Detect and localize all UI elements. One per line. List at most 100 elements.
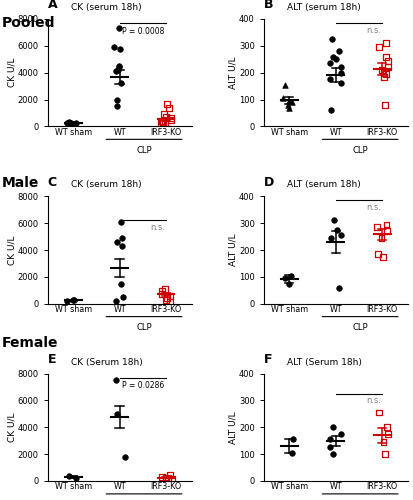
Point — [167, 116, 174, 124]
Point — [284, 101, 291, 109]
Point — [335, 284, 342, 292]
Point — [115, 64, 122, 72]
Point — [165, 104, 171, 112]
Point — [160, 110, 166, 118]
Text: CLP: CLP — [136, 323, 151, 332]
Point — [115, 24, 122, 32]
Text: P = 0.0008: P = 0.0008 — [121, 27, 164, 36]
Point — [381, 101, 387, 109]
Y-axis label: ALT U/L: ALT U/L — [228, 234, 237, 266]
Point — [379, 68, 386, 76]
Point — [159, 287, 165, 295]
Point — [163, 100, 170, 108]
Point — [118, 234, 125, 242]
Point — [163, 113, 169, 121]
Text: CK (serum 18h): CK (serum 18h) — [71, 3, 141, 12]
Point — [159, 290, 165, 298]
Point — [380, 72, 386, 80]
Point — [119, 242, 126, 250]
Point — [116, 44, 123, 52]
Point — [287, 449, 294, 457]
Point — [381, 450, 388, 458]
Text: ALT (serum 18h): ALT (serum 18h) — [286, 180, 360, 190]
Text: CK (serum 18h): CK (serum 18h) — [71, 180, 141, 190]
Point — [69, 120, 75, 128]
Point — [326, 444, 332, 452]
Text: B: B — [263, 0, 273, 12]
Point — [162, 120, 169, 128]
Point — [73, 474, 79, 482]
Point — [327, 106, 334, 114]
Point — [330, 450, 336, 458]
Point — [337, 80, 344, 88]
Text: CLP: CLP — [351, 146, 367, 155]
Point — [328, 424, 335, 432]
Point — [161, 285, 168, 293]
Point — [337, 68, 343, 76]
Point — [383, 424, 389, 432]
Point — [113, 102, 120, 110]
Y-axis label: ALT U/L: ALT U/L — [228, 56, 237, 89]
Point — [285, 104, 292, 112]
Point — [115, 62, 122, 70]
Text: ALT (serum 18h): ALT (serum 18h) — [286, 3, 360, 12]
Point — [382, 52, 389, 60]
Point — [373, 223, 380, 231]
Point — [114, 238, 120, 246]
Point — [157, 119, 164, 127]
Point — [373, 250, 380, 258]
Point — [113, 410, 120, 418]
Text: ALT (Serum 18h): ALT (Serum 18h) — [286, 358, 361, 366]
Point — [168, 474, 175, 482]
Point — [117, 80, 124, 88]
Point — [162, 474, 169, 482]
Point — [281, 81, 288, 89]
Point — [166, 298, 173, 306]
Point — [114, 96, 120, 104]
Text: n.s.: n.s. — [150, 223, 165, 232]
Point — [65, 118, 72, 126]
Point — [117, 280, 123, 287]
Text: Female: Female — [2, 336, 58, 350]
Text: E: E — [47, 353, 56, 366]
Point — [112, 297, 119, 305]
Point — [337, 231, 344, 239]
Point — [162, 296, 169, 304]
Point — [326, 76, 332, 84]
Point — [330, 216, 337, 224]
Point — [285, 280, 291, 287]
Point — [335, 47, 341, 55]
Point — [64, 297, 71, 305]
Text: P = 0.0286: P = 0.0286 — [121, 382, 164, 390]
Point — [122, 453, 128, 461]
Y-axis label: CK U/L: CK U/L — [7, 58, 16, 88]
Text: n.s.: n.s. — [366, 26, 380, 35]
Point — [287, 272, 293, 280]
Point — [281, 274, 288, 282]
Point — [379, 438, 386, 446]
Point — [383, 227, 389, 235]
Point — [67, 118, 74, 126]
Point — [375, 43, 382, 51]
Text: CK (Serum 18h): CK (Serum 18h) — [71, 358, 142, 366]
Point — [326, 436, 333, 444]
Text: CLP: CLP — [351, 323, 367, 332]
Point — [329, 52, 335, 60]
Point — [72, 120, 79, 128]
Point — [337, 64, 343, 72]
Point — [120, 293, 126, 301]
Point — [288, 98, 294, 106]
Point — [159, 118, 166, 126]
Point — [382, 220, 389, 228]
Point — [383, 430, 390, 438]
Point — [114, 66, 121, 74]
Point — [64, 119, 70, 127]
Point — [381, 70, 388, 78]
Point — [384, 64, 390, 72]
Text: Pooled: Pooled — [2, 16, 55, 30]
Point — [166, 292, 173, 300]
Point — [377, 66, 384, 74]
Text: F: F — [263, 353, 272, 366]
Text: A: A — [47, 0, 57, 12]
Point — [164, 294, 170, 302]
